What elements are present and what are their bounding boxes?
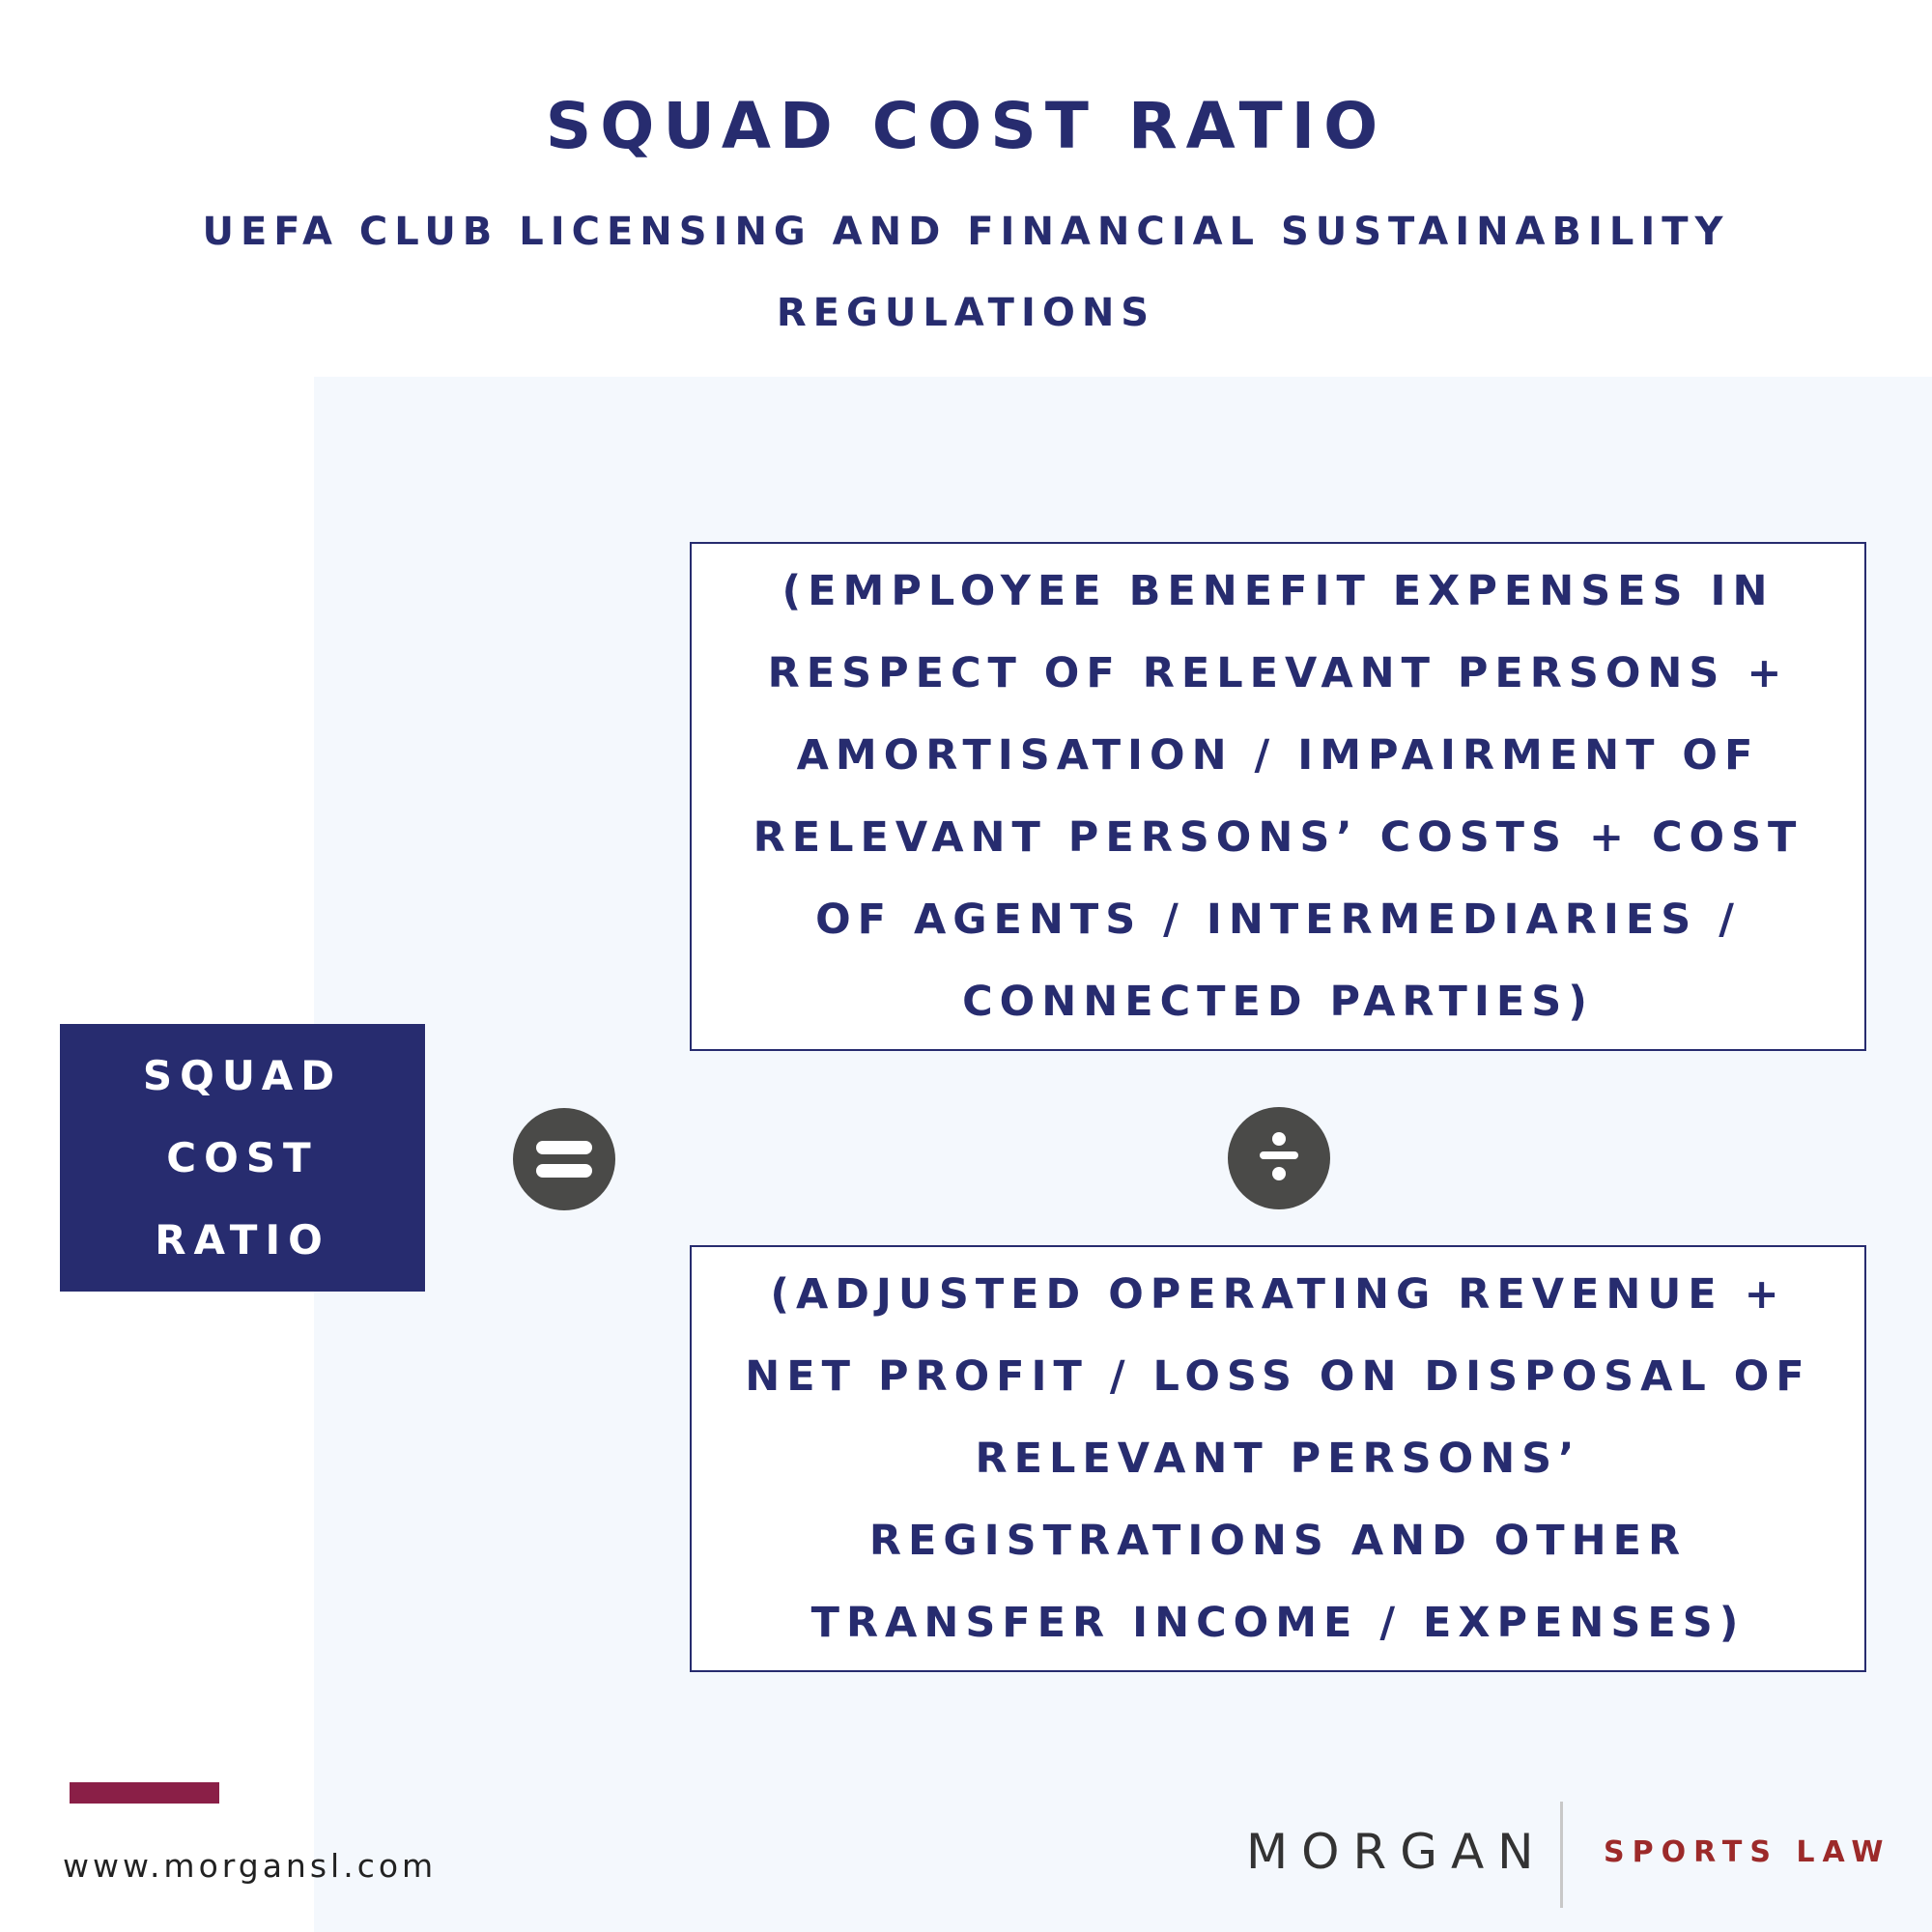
page-subtitle: UEFA CLUB LICENSING AND FINANCIAL SUSTAI… bbox=[202, 210, 1730, 335]
divide-dot-bottom bbox=[1272, 1167, 1286, 1180]
accent-bar bbox=[70, 1782, 219, 1804]
brand-logo-morgan: MORGAN bbox=[1246, 1824, 1548, 1880]
divide-dot-top bbox=[1272, 1132, 1286, 1146]
brand-logo-sports-law: SPORTS LAW bbox=[1604, 1835, 1891, 1869]
page-title: SQUAD COST RATIO bbox=[545, 89, 1387, 163]
squad-cost-ratio-label-box: SQUAD COST RATIO bbox=[60, 1024, 425, 1292]
denominator-text: (ADJUSTED OPERATING REVENUE + NET PROFIT… bbox=[745, 1269, 1811, 1647]
equals-bar-top bbox=[536, 1141, 592, 1154]
divide-icon bbox=[1228, 1107, 1330, 1209]
brand-divider bbox=[1560, 1802, 1563, 1908]
website-link[interactable]: www.morgansl.com bbox=[63, 1847, 438, 1885]
equals-icon bbox=[513, 1108, 615, 1210]
divide-bar bbox=[1260, 1151, 1298, 1159]
numerator-text: (EMPLOYEE BENEFIT EXPENSES IN RESPECT OF… bbox=[753, 566, 1804, 1026]
numerator-box: (EMPLOYEE BENEFIT EXPENSES IN RESPECT OF… bbox=[690, 542, 1866, 1051]
denominator-box: (ADJUSTED OPERATING REVENUE + NET PROFIT… bbox=[690, 1245, 1866, 1672]
equals-bar-bottom bbox=[536, 1164, 592, 1178]
squad-cost-ratio-label: SQUAD COST RATIO bbox=[142, 1052, 343, 1264]
